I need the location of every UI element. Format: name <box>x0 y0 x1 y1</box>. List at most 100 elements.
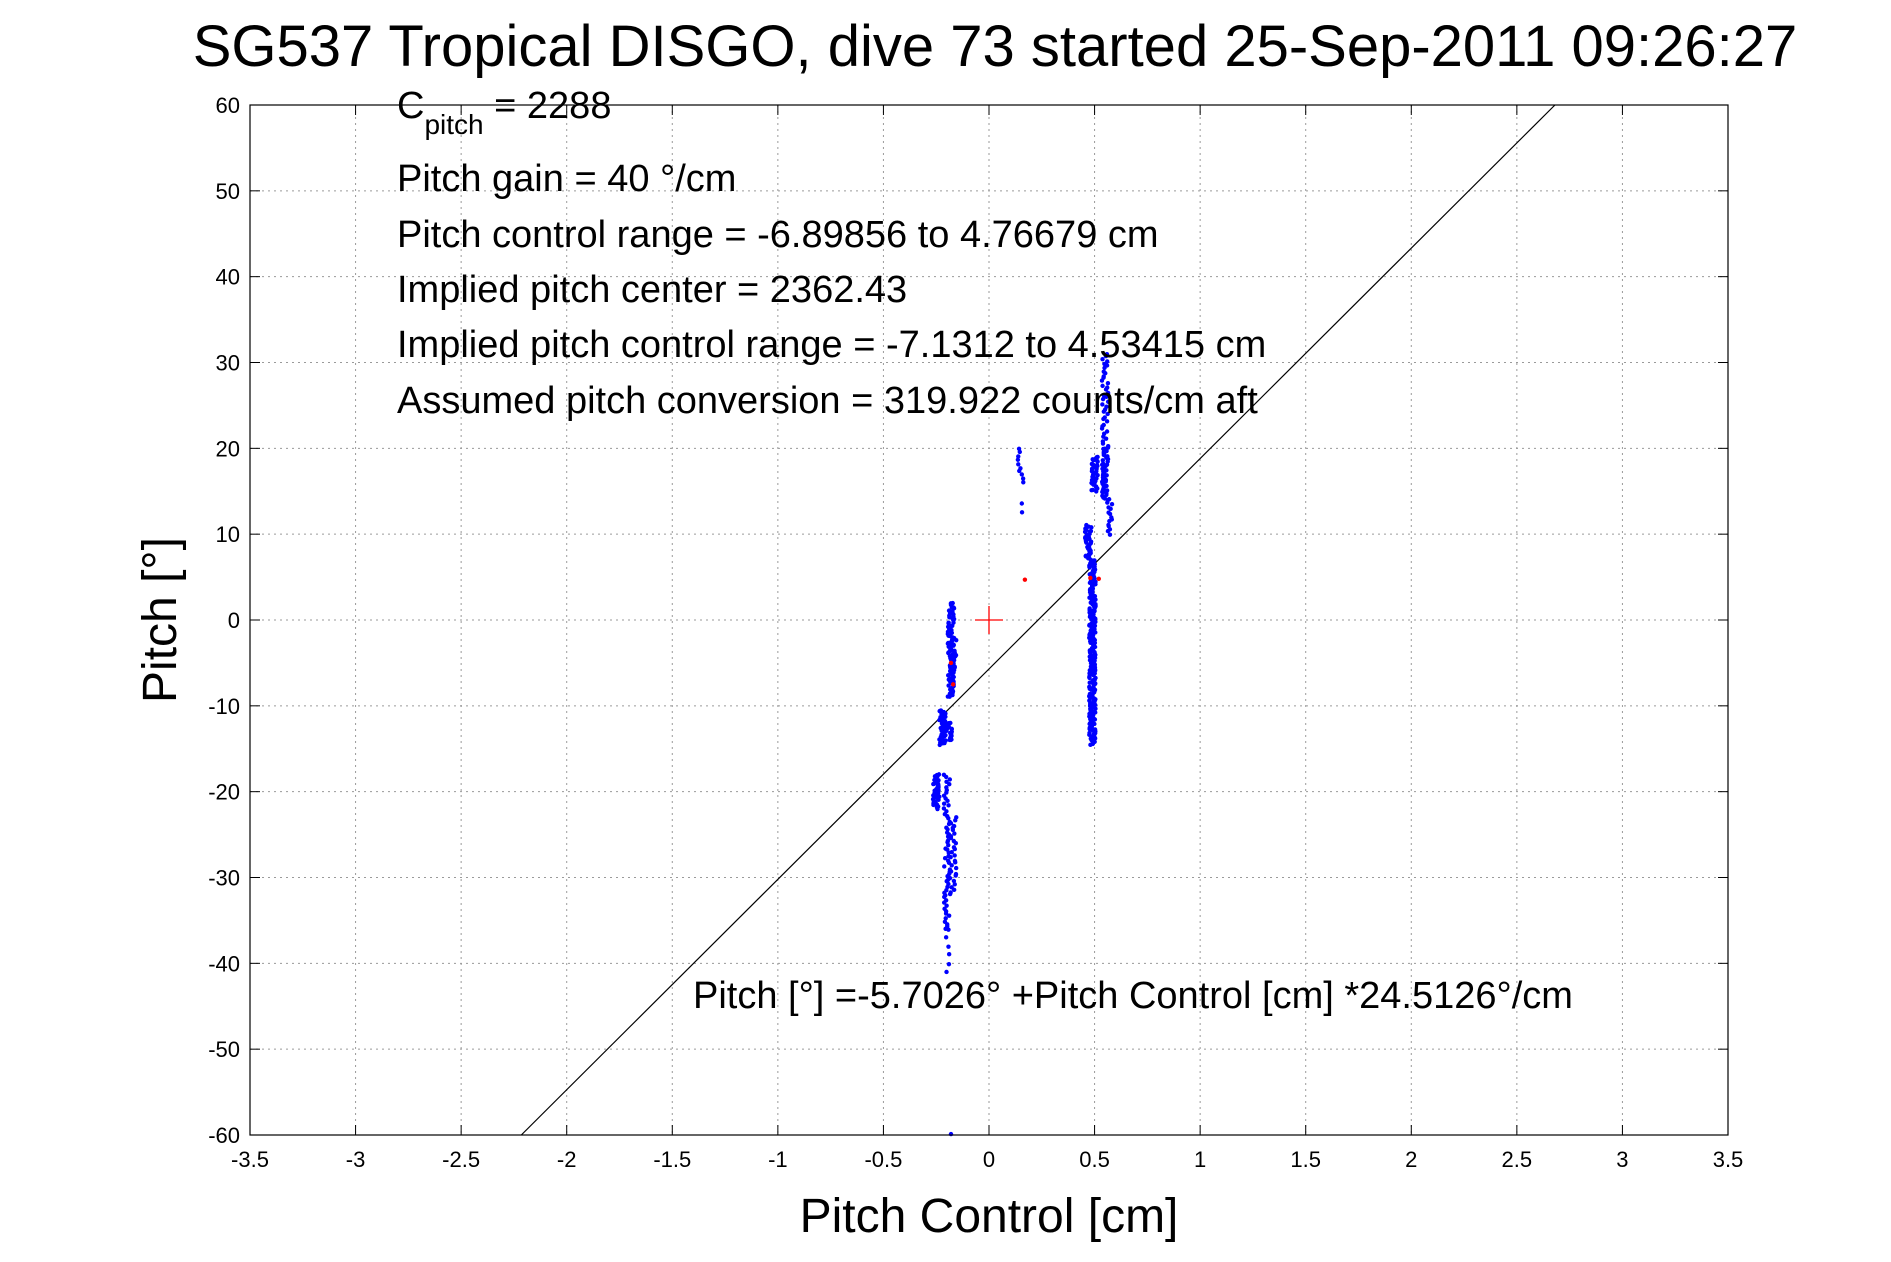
data-point <box>1092 727 1098 732</box>
data-point <box>1101 393 1107 398</box>
data-point <box>1019 510 1025 515</box>
data-point <box>943 935 949 940</box>
data-point <box>949 639 954 644</box>
data-point <box>946 927 951 932</box>
x-tick-label: 3 <box>1616 1147 1628 1172</box>
data-point <box>1104 404 1109 409</box>
data-point <box>948 834 954 839</box>
data-point <box>1092 558 1097 563</box>
data-point <box>1090 487 1096 493</box>
data-point <box>1102 415 1107 420</box>
data-point <box>948 1131 954 1137</box>
x-tick-label: -1.5 <box>653 1147 691 1172</box>
data-point <box>1087 698 1092 703</box>
data-point <box>942 906 947 912</box>
y-tick-label: 10 <box>216 522 240 547</box>
data-point <box>1104 419 1110 424</box>
data-point <box>951 838 957 844</box>
y-tick-label: -40 <box>208 951 240 976</box>
data-point <box>1093 630 1098 635</box>
fit-line <box>520 104 1556 1136</box>
data-point <box>948 890 953 895</box>
data-point <box>1100 357 1105 362</box>
annotation-pitch-gain: Pitch gain = 40 °/cm <box>397 158 736 200</box>
data-point <box>1109 515 1114 520</box>
x-tick-label: 0.5 <box>1079 1147 1110 1172</box>
data-point <box>949 850 954 855</box>
x-tick-label: -3.5 <box>231 1147 269 1172</box>
data-point <box>1092 593 1098 599</box>
outlier-point <box>948 660 954 666</box>
data-point <box>1107 527 1113 532</box>
chart-title: SG537 Tropical DISGO, dive 73 started 25… <box>193 14 1798 79</box>
data-point <box>1016 462 1021 467</box>
center-marker-layer <box>975 606 1003 634</box>
data-point <box>1100 461 1106 466</box>
data-point <box>946 944 951 949</box>
data-point <box>948 869 954 874</box>
data-point <box>951 657 957 663</box>
data-point <box>1089 461 1095 467</box>
data-point <box>953 865 959 871</box>
fit-line-layer <box>520 104 1556 1136</box>
data-point <box>942 856 948 861</box>
data-point <box>947 875 953 881</box>
data-point <box>1107 532 1113 537</box>
data-point <box>1105 399 1111 404</box>
x-tick-label: 1.5 <box>1290 1147 1321 1172</box>
outlier-point <box>1096 576 1101 581</box>
data-point <box>952 648 957 653</box>
outliers-layer <box>948 575 1101 687</box>
data-point <box>948 601 954 606</box>
data-point <box>1105 390 1111 396</box>
data-point <box>951 823 957 829</box>
data-point <box>1087 691 1093 697</box>
data-point <box>1094 455 1099 460</box>
data-point <box>1104 429 1110 434</box>
data-point <box>954 815 959 820</box>
data-point <box>1015 457 1021 462</box>
data-point <box>1100 396 1106 402</box>
x-axis-ticks: -3.5 -3 -2.5 -2 -1.5 -1 -0.5 0 0.5 1 1.5 2 2.5 3 3.5 <box>231 105 1743 1172</box>
data-point <box>943 846 948 851</box>
data-point <box>1100 383 1105 389</box>
y-tick-label: -30 <box>208 866 240 891</box>
data-point <box>946 913 952 918</box>
annotation-c-pitch: Cpitch = 2288 <box>397 85 611 140</box>
x-tick-label: 3.5 <box>1713 1147 1744 1172</box>
data-point <box>951 845 957 850</box>
y-tick-label: 20 <box>216 436 240 461</box>
data-point <box>1106 497 1112 502</box>
data-point <box>941 806 947 811</box>
data-point <box>944 969 949 975</box>
data-point <box>950 635 955 640</box>
data-point <box>948 821 954 826</box>
data-point <box>1109 502 1115 507</box>
data-point <box>1105 443 1111 449</box>
x-tick-label: 2 <box>1405 1147 1417 1172</box>
data-point <box>1020 476 1026 481</box>
data-point <box>946 683 951 688</box>
outlier-point <box>1088 575 1093 581</box>
data-point <box>1019 472 1025 477</box>
data-point <box>942 864 947 869</box>
data-point <box>942 919 948 924</box>
x-tick-label: 2.5 <box>1502 1147 1533 1172</box>
data-point <box>946 608 952 613</box>
data-point <box>1106 510 1111 515</box>
x-tick-label: 0 <box>983 1147 995 1172</box>
data-point <box>1104 473 1109 478</box>
annotation-implied-range: Implied pitch control range = -7.1312 to… <box>397 324 1266 366</box>
y-tick-label: 0 <box>228 608 240 633</box>
x-tick-label: 1 <box>1194 1147 1206 1172</box>
data-point <box>1016 446 1022 451</box>
data-point <box>1016 454 1021 459</box>
y-tick-label: 50 <box>216 179 240 204</box>
outlier-point <box>950 682 956 687</box>
data-point <box>946 620 951 625</box>
x-tick-label: -0.5 <box>864 1147 902 1172</box>
data-point <box>944 825 949 830</box>
y-tick-label: 60 <box>216 93 240 118</box>
data-point <box>944 785 949 790</box>
data-point <box>1106 522 1111 528</box>
